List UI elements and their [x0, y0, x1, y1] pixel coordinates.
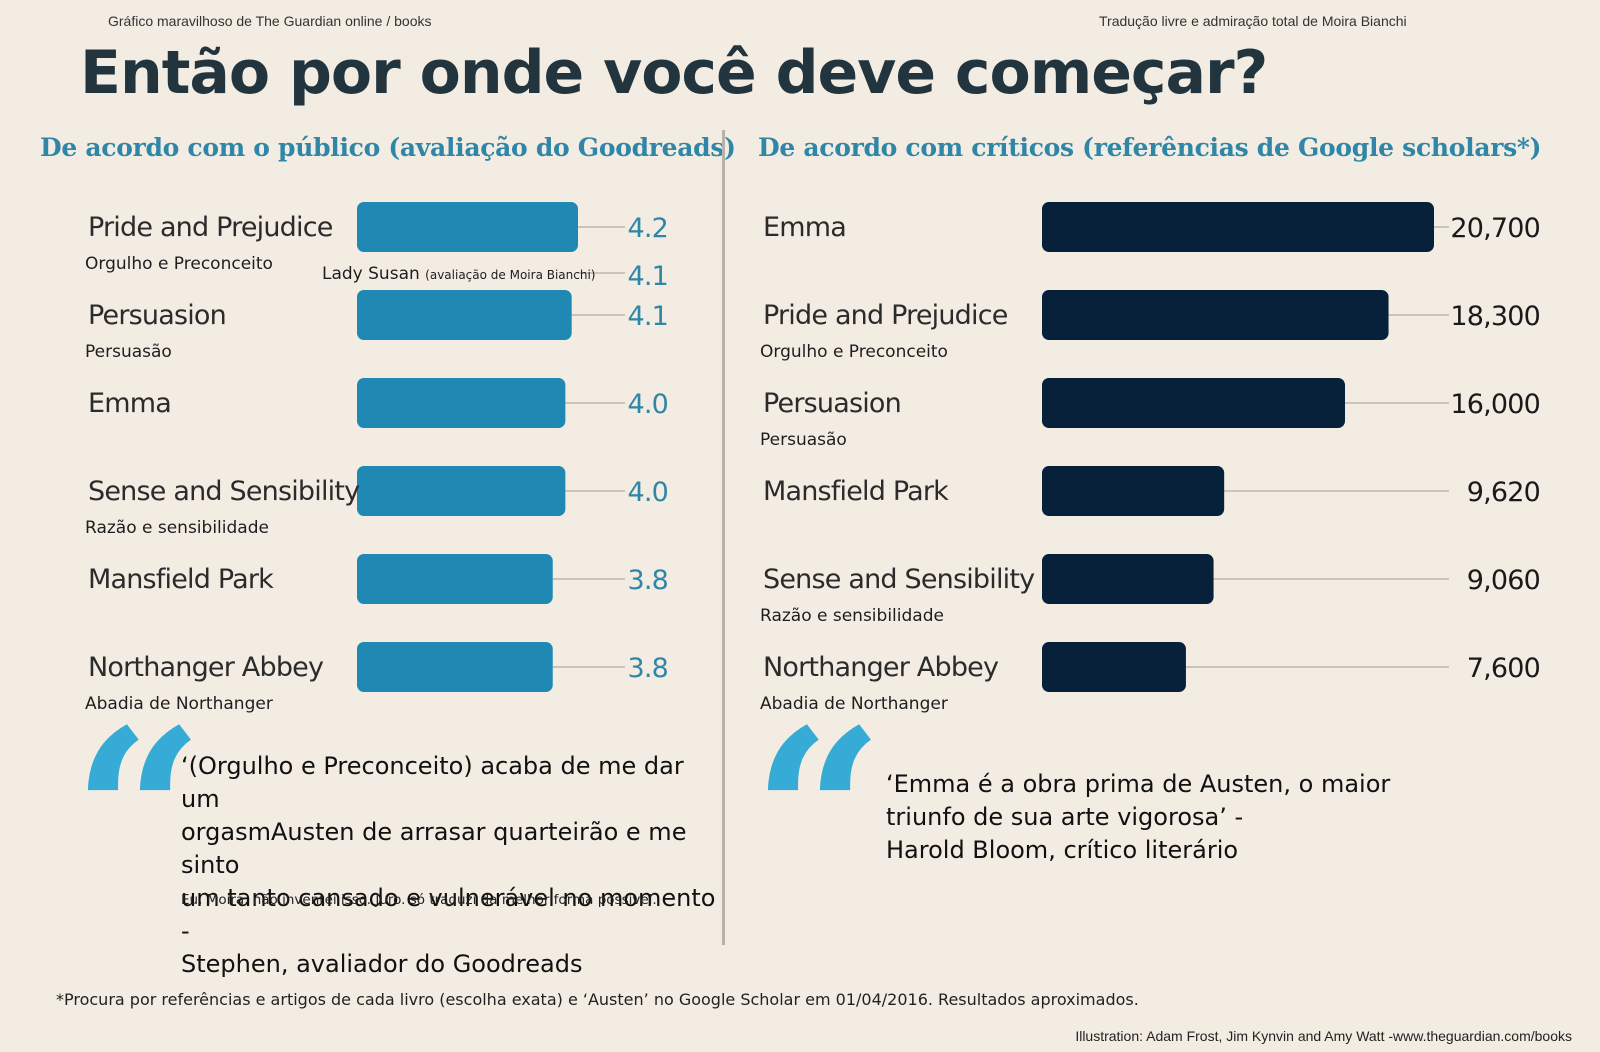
- value-label: 3.8: [627, 653, 668, 684]
- translation-label: Persuasão: [85, 342, 172, 362]
- bar: [357, 290, 572, 340]
- critics-references-chart: Emma 20,700 Pride and Prejudice Orgulho e P…: [760, 202, 1541, 714]
- category-label: Mansfield Park: [88, 564, 274, 595]
- credit-left: Gráfico maravilhoso de The Guardian onli…: [108, 13, 432, 29]
- public-quote-line: orgasmAusten de arrasar quarteirão e me …: [181, 818, 687, 879]
- translation-label: Razão e sensibilidade: [760, 606, 944, 626]
- page-title: Então por onde você deve começar?: [80, 38, 1268, 108]
- category-label: Sense and Sensibility: [88, 476, 360, 507]
- value-label: 4.2: [627, 213, 668, 244]
- annotation-book: Lady Susan: [322, 264, 425, 284]
- annotation-note: (avaliação de Moira Bianchi): [425, 268, 595, 282]
- value-label: 9,620: [1467, 477, 1540, 508]
- critics-quote-line: Harold Bloom, crítico literário: [886, 836, 1239, 864]
- value-label: 18,300: [1450, 301, 1540, 332]
- annotation-label: Lady Susan (avaliação de Moira Bianchi): [322, 264, 595, 284]
- public-section-title: De acordo com o público (avaliação do Go…: [40, 133, 736, 162]
- public-quote-line: um tanto cansado e vulnerável no momento…: [181, 884, 716, 945]
- bar: [357, 202, 578, 252]
- public-quote-line: ‘(Orgulho e Preconceito) acaba de me dar…: [181, 752, 684, 813]
- public-quote-line: Stephen, avaliador do Goodreads: [181, 950, 583, 978]
- value-label: 4.0: [627, 389, 668, 420]
- quote-mark-icon: “: [72, 680, 205, 950]
- critics-quote: ‘Emma é a obra prima de Austen, o maior …: [886, 768, 1406, 867]
- translation-label: Abadia de Northanger: [760, 694, 948, 714]
- category-label: Emma: [763, 212, 846, 243]
- category-label: Persuasion: [763, 388, 901, 419]
- translation-label: Orgulho e Preconceito: [85, 254, 273, 274]
- value-label: 20,700: [1450, 213, 1540, 244]
- bar: [357, 642, 553, 692]
- critics-quote-line: triunfo de sua arte vigorosa’ -: [886, 803, 1244, 831]
- value-label: 3.8: [627, 565, 668, 596]
- illustration-credit: Illustration: Adam Frost, Jim Kynvin and…: [1075, 1028, 1572, 1044]
- annotation-value: 4.1: [627, 261, 668, 292]
- public-quote: ‘(Orgulho e Preconceito) acaba de me dar…: [181, 750, 726, 981]
- critics-quote-line: ‘Emma é a obra prima de Austen, o maior: [886, 770, 1391, 798]
- translation-label: Razão e sensibilidade: [85, 518, 269, 538]
- value-label: 7,600: [1467, 653, 1540, 684]
- bar: [1042, 290, 1389, 340]
- credit-right: Tradução livre e admiração total de Moir…: [1099, 13, 1407, 29]
- translator-note: Eu, Moira, não inventei isso. Juro. só t…: [181, 892, 657, 908]
- bar: [1042, 202, 1434, 252]
- translation-label: Orgulho e Preconceito: [760, 342, 948, 362]
- value-label: 16,000: [1450, 389, 1540, 420]
- category-label: Sense and Sensibility: [763, 564, 1035, 595]
- bar: [1042, 378, 1345, 428]
- footnote: *Procura por referências e artigos de ca…: [56, 990, 1139, 1009]
- public-rating-chart: Pride and Prejudice Orgulho e Preconceito…: [85, 202, 669, 714]
- bar: [357, 466, 566, 516]
- category-label: Emma: [88, 388, 171, 419]
- bar: [357, 378, 566, 428]
- category-label: Pride and Prejudice: [88, 212, 333, 243]
- bar: [1042, 554, 1214, 604]
- category-label: Persuasion: [88, 300, 226, 331]
- category-label: Northanger Abbey: [763, 652, 999, 683]
- value-label: 9,060: [1467, 565, 1540, 596]
- category-label: Mansfield Park: [763, 476, 949, 507]
- translation-label: Persuasão: [760, 430, 847, 450]
- value-label: 4.1: [627, 301, 668, 332]
- category-label: Pride and Prejudice: [763, 300, 1008, 331]
- center-divider: [722, 130, 725, 945]
- bar: [357, 554, 553, 604]
- bar: [1042, 642, 1186, 692]
- bar: [1042, 466, 1225, 516]
- critics-section-title: De acordo com críticos (referências de G…: [758, 133, 1542, 162]
- translation-label: Abadia de Northanger: [85, 694, 273, 714]
- category-label: Northanger Abbey: [88, 652, 324, 683]
- value-label: 4.0: [627, 477, 668, 508]
- quote-mark-icon: “: [752, 680, 885, 950]
